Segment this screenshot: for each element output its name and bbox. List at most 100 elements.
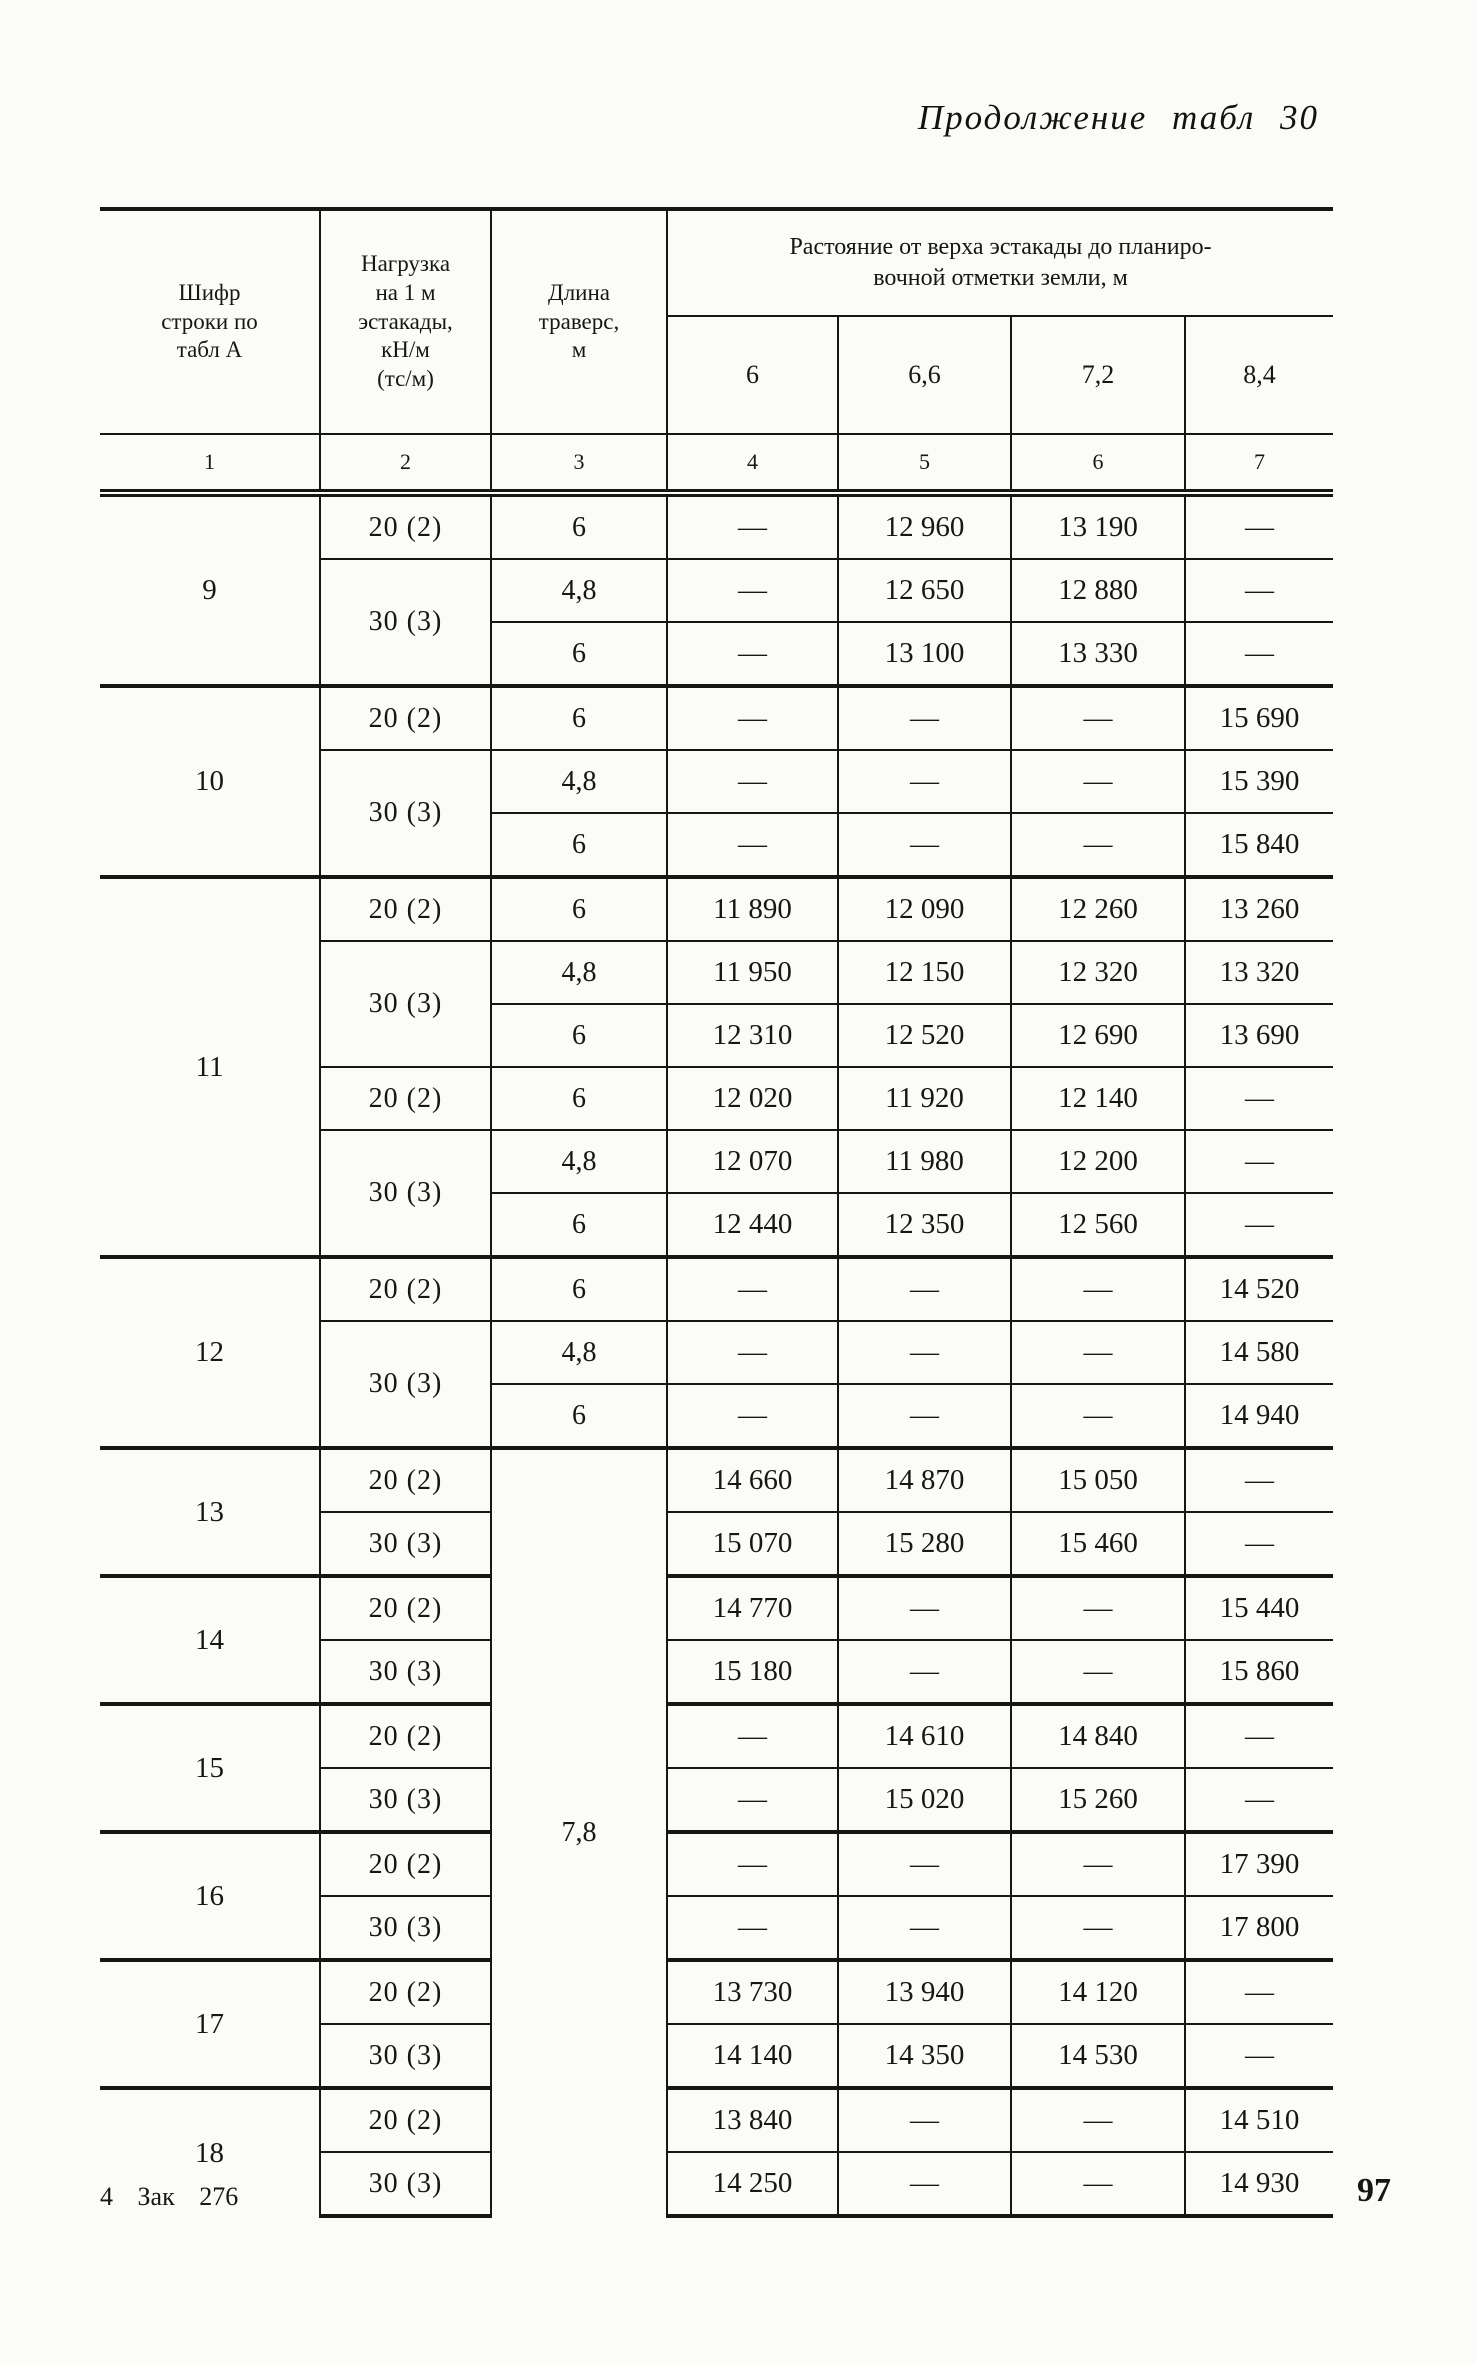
value-cell: 15 460 <box>1011 1511 1186 1576</box>
value-cell: — <box>838 1574 1012 1640</box>
row-code-cell: 10 <box>100 684 321 877</box>
column-number: 3 <box>491 434 668 497</box>
traverse-length-cell: 4,8 <box>491 1129 668 1193</box>
value-cell: — <box>1011 1383 1186 1448</box>
value-cell: — <box>667 1702 839 1768</box>
traverse-length-cell: 6 <box>491 1192 668 1257</box>
row-code-cell: 13 <box>100 1446 321 1576</box>
load-cell: 20 (2) <box>320 1574 492 1640</box>
value-cell: 11 950 <box>667 940 839 1004</box>
value-cell: — <box>1011 1320 1186 1384</box>
value-cell: — <box>667 749 839 813</box>
value-cell: — <box>667 812 839 877</box>
value-cell: — <box>838 812 1012 877</box>
traverse-length-cell: 6 <box>491 621 668 686</box>
traverse-length-cell: 4,8 <box>491 940 668 1004</box>
header-subcol-6: 6 <box>667 316 839 435</box>
value-cell: 12 560 <box>1011 1192 1186 1257</box>
value-cell: 14 610 <box>838 1702 1012 1768</box>
load-cell: 30 (3) <box>320 1511 492 1576</box>
load-cell: 30 (3) <box>320 1895 492 1960</box>
value-cell: — <box>838 1320 1012 1384</box>
value-cell: 13 330 <box>1011 621 1186 686</box>
load-cell: 30 (3) <box>320 558 492 686</box>
value-cell: — <box>1011 1574 1186 1640</box>
table-row: 15 20 (2) —14 610 14 840— <box>100 1702 1334 1832</box>
value-cell: — <box>1011 1255 1186 1321</box>
value-cell: 17 390 <box>1185 1830 1334 1896</box>
header-cipher: Шифр строки по табл А <box>100 207 321 435</box>
table-row: 30 (3) — — —17 800 <box>100 1895 1334 1960</box>
table-row: 17 20 (2) 13 730 13 940 14 120— <box>100 1958 1334 2088</box>
table-row: 30 (3) 4,8— — —14 580 <box>100 1320 1334 1448</box>
value-cell: 15 860 <box>1185 1639 1334 1704</box>
load-cell: 30 (3) <box>320 940 492 1067</box>
traverse-length-cell: 6 <box>491 1383 668 1448</box>
column-number: 4 <box>667 434 839 497</box>
value-cell: 15 690 <box>1185 684 1334 750</box>
value-cell: 14 770 <box>667 1574 839 1640</box>
value-cell: 14 580 <box>1185 1320 1334 1384</box>
value-cell: 17 800 <box>1185 1895 1334 1960</box>
table-row: 30 (3) 14 140 14 350 14 530— <box>100 2023 1334 2088</box>
value-cell: 12 880 <box>1011 558 1186 622</box>
table-row: 30 (3) 4,8— — —15 390 <box>100 749 1334 877</box>
row-code-cell: 18 <box>100 2086 321 2216</box>
table-row: 30 (3) 4,8—12 650 12 880— <box>100 558 1334 686</box>
value-cell: 12 200 <box>1011 1129 1186 1193</box>
load-cell: 30 (3) <box>320 1639 492 1704</box>
row-code-cell: 14 <box>100 1574 321 1704</box>
traverse-length-cell: 6 <box>491 1066 668 1130</box>
traverse-length-cell: 4,8 <box>491 558 668 622</box>
load-cell: 20 (2) <box>320 1066 492 1130</box>
value-cell: — <box>667 621 839 686</box>
table-row: 6— — —14 940 <box>100 1383 1334 1448</box>
traverse-length-cell: 4,8 <box>491 749 668 813</box>
traverse-merged-cell: 7,8 <box>491 1446 668 2216</box>
value-cell: 12 320 <box>1011 940 1186 1004</box>
table-row: 9 20 (2) 6—12 960 13 190— <box>100 491 1334 686</box>
value-cell: 12 020 <box>667 1066 839 1130</box>
traverse-length-cell: 6 <box>491 812 668 877</box>
value-cell: 14 660 <box>667 1446 839 1512</box>
value-cell: — <box>667 491 839 559</box>
value-cell: — <box>1185 1702 1334 1768</box>
page-title: Продолжение табл 30 <box>917 98 1319 137</box>
value-cell: — <box>667 1895 839 1960</box>
table-row: 14 20 (2) 14 770— —15 440 <box>100 1574 1334 1704</box>
load-cell: 30 (3) <box>320 2151 492 2218</box>
table-row: 30 (3) —15 020 15 260— <box>100 1767 1334 1832</box>
traverse-length-cell: 6 <box>491 1255 668 1321</box>
traverse-length-cell: 6 <box>491 1003 668 1067</box>
load-cell: 20 (2) <box>320 2086 492 2152</box>
table-row: 30 (3) 15 180— —15 860 <box>100 1639 1334 1704</box>
value-cell: 14 940 <box>1185 1383 1334 1448</box>
value-cell: 12 150 <box>838 940 1012 1004</box>
value-cell: 12 690 <box>1011 1003 1186 1067</box>
table-row: 12 20 (2) 6— — —14 520 <box>100 1255 1334 1448</box>
value-cell: 12 440 <box>667 1192 839 1257</box>
value-cell: 15 020 <box>838 1767 1012 1832</box>
value-cell: — <box>1011 749 1186 813</box>
row-code-cell: 11 <box>100 875 321 1257</box>
value-cell: — <box>838 1895 1012 1960</box>
page-number: 97 <box>1357 2172 1391 2209</box>
value-cell: 15 840 <box>1185 812 1334 877</box>
traverse-length-cell: 4,8 <box>491 1320 668 1384</box>
value-cell: — <box>667 1830 839 1896</box>
table-body: 9 20 (2) 6—12 960 13 190—30 (3) 4,8—12 650 12… <box>100 491 1334 2218</box>
value-cell: 12 310 <box>667 1003 839 1067</box>
value-cell: 14 140 <box>667 2023 839 2088</box>
value-cell: — <box>838 684 1012 750</box>
value-cell: 14 510 <box>1185 2086 1334 2152</box>
value-cell: 13 190 <box>1011 491 1186 559</box>
load-cell: 30 (3) <box>320 2023 492 2088</box>
value-cell: 13 100 <box>838 621 1012 686</box>
header-distance-group: Растояние от верха эстакады до планиро- … <box>667 207 1334 317</box>
table-row: 6 12 310 12 520 12 690 13 690 <box>100 1003 1334 1067</box>
table-row: 16 20 (2) — — —17 390 <box>100 1830 1334 1960</box>
header-row-subcols: 6 6,6 7,2 8,4 <box>100 316 1334 435</box>
column-number: 1 <box>100 434 321 497</box>
header-subcol-7-2: 7,2 <box>1011 316 1186 435</box>
